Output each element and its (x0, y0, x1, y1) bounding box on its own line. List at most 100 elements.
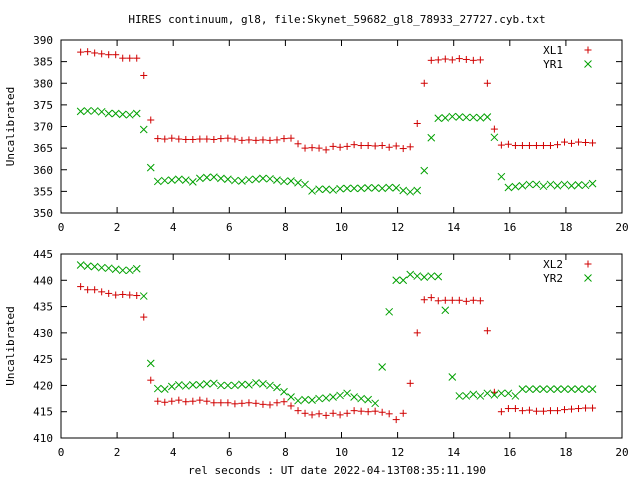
panel2-data-point (497, 389, 506, 398)
panel1-data-point (273, 136, 281, 144)
panel1-data-point (357, 184, 365, 193)
panel1-data-point (546, 142, 554, 150)
panel1-data-point (434, 56, 442, 64)
panel1-data-point (154, 135, 162, 143)
panel2-data-point (210, 399, 218, 407)
panel1-legend-label: XL1 (543, 44, 563, 57)
panel2-data-point (322, 394, 330, 402)
panel2-data-point (294, 396, 302, 405)
panel1-x-tick-label: 4 (170, 221, 177, 234)
panel1-data-point (308, 187, 316, 195)
panel2-data-point (420, 273, 429, 281)
panel2-data-point (105, 289, 113, 297)
panel2-data-point (111, 265, 120, 274)
panel1-data-point (195, 174, 204, 183)
panel2-y-tick-label: 435 (33, 301, 53, 314)
panel2-data-point (146, 359, 155, 368)
panel1-x-tick-label: 18 (559, 221, 572, 234)
panel2-x-tick-label: 16 (503, 446, 516, 459)
panel1-data-point (518, 181, 527, 190)
panel1-data-point (392, 142, 400, 150)
panel1-data-point (483, 79, 491, 87)
panel2-data-point (161, 398, 169, 406)
panel2-data-point (133, 292, 141, 300)
panel1-data-point (413, 186, 422, 195)
panel1-data-point (504, 140, 512, 148)
panel2-data-point (581, 385, 590, 393)
panel1-data-point (168, 134, 176, 142)
panel2-data-point (189, 397, 197, 405)
panel2-data-point (301, 395, 309, 404)
panel2-data-point (231, 400, 239, 408)
panel2-data-point (483, 327, 491, 335)
panel2-y-tick-label: 440 (33, 274, 53, 287)
panel1-data-point (280, 177, 288, 186)
panel1-data-point (476, 113, 485, 122)
panel1-data-point (525, 142, 533, 150)
panel1-data-point (560, 180, 569, 189)
panel2-data-point (462, 297, 470, 305)
panel1-data-point (420, 166, 429, 175)
panel1-data-point (322, 185, 330, 194)
panel2-data-point (301, 409, 309, 417)
panel2-data-point (245, 399, 253, 407)
panel2-data-point (575, 405, 583, 413)
panel1-data-point (575, 138, 583, 146)
panel1-data-point (378, 142, 386, 150)
panel1-data-point (378, 184, 387, 193)
panel1-data-point (203, 135, 211, 143)
panel2-data-point (399, 276, 408, 285)
panel2-data-point (84, 286, 92, 294)
panel1-data-point (188, 178, 197, 186)
panel2-data-point (182, 398, 190, 406)
panel2-data-point (525, 385, 534, 393)
panel2-data-point (589, 404, 597, 412)
panel1-data-point (385, 143, 393, 151)
panel1-data-point (97, 107, 106, 116)
panel1-data-point (231, 176, 239, 185)
panel1-data-point (315, 144, 323, 152)
panel1-data-point (448, 112, 457, 121)
panel2-data-point (532, 385, 541, 393)
panel2-data-point (406, 270, 415, 279)
panel2-data-point (238, 380, 246, 389)
panel1-y-tick-label: 350 (33, 207, 53, 220)
panel1-data-point (399, 186, 408, 195)
panel1-data-point (518, 142, 526, 150)
panel1-data-point (343, 184, 351, 193)
panel2-data-point (118, 266, 127, 275)
panel2-data-point (329, 393, 337, 401)
panel1-data-point (322, 146, 330, 154)
panel1-x-tick-label: 12 (391, 221, 404, 234)
panel1-data-point (574, 181, 583, 189)
panel1-x-tick-label: 10 (335, 221, 348, 234)
panel2-data-point (210, 379, 218, 388)
panel2-data-point (518, 385, 527, 393)
panel1-data-point (301, 180, 309, 189)
panel2-data-point (294, 407, 302, 415)
panel2-data-point (147, 376, 155, 384)
panel1-data-point (441, 55, 449, 63)
panel2-data-point (91, 286, 99, 294)
panel2-data-point (203, 397, 211, 405)
panel2-data-point (343, 389, 351, 398)
panel2-data-point (273, 399, 281, 407)
panel2-data-point (217, 399, 225, 407)
panel2-data-point (188, 381, 197, 389)
panel1-data-point (210, 173, 218, 181)
panel1-y-tick-label: 375 (33, 99, 53, 112)
panel1-data-point (266, 136, 274, 144)
panel2-data-point (434, 297, 442, 305)
panel2-data-point (427, 294, 435, 302)
panel2-x-tick-label: 10 (335, 446, 348, 459)
panel2-data-point (455, 392, 464, 400)
panel2-data-point (168, 397, 176, 405)
panel2-data-point (567, 385, 576, 393)
panel2-data-point (98, 288, 106, 296)
panel1-x-tick-label: 16 (503, 221, 516, 234)
panel2-x-tick-label: 14 (447, 446, 461, 459)
panel1-data-point (582, 139, 590, 147)
panel2-data-point (511, 392, 520, 400)
panel2-data-point (280, 398, 288, 406)
panel2-data-point (434, 272, 443, 281)
